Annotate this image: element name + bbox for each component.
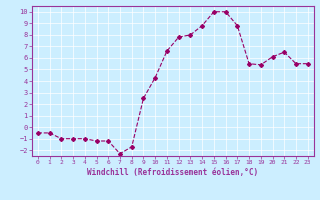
X-axis label: Windchill (Refroidissement éolien,°C): Windchill (Refroidissement éolien,°C)	[87, 168, 258, 177]
